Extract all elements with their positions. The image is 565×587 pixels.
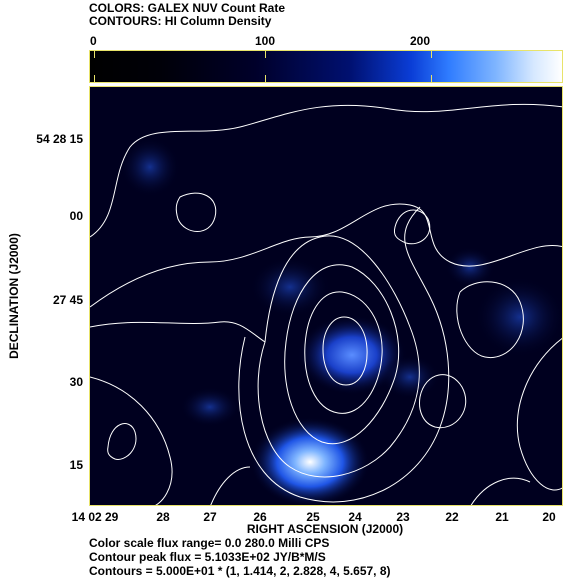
contours-caption: CONTOURS: HI Column Density xyxy=(89,14,272,28)
colorbar xyxy=(89,50,563,83)
contour-peak-note: Contour peak flux = 5.1033E+02 JY/B*M/S xyxy=(89,550,326,564)
x-tick-label: 21 xyxy=(495,510,509,524)
x-tick-label: 20 xyxy=(542,510,556,524)
y-axis-title: DECLINATION (J2000) xyxy=(7,233,21,359)
nuv-emission xyxy=(120,137,562,505)
y-tick-label: 30 xyxy=(69,375,83,389)
y-tick-label: 27 45 xyxy=(52,293,83,307)
x-tick-label: 27 xyxy=(203,510,217,524)
x-tick-label: 23 xyxy=(396,510,410,524)
x-tick-label: 24 xyxy=(348,510,362,524)
x-tick-label: 28 xyxy=(156,510,170,524)
y-tick-label: 15 xyxy=(69,458,83,472)
colorbar-tick-0: 0 xyxy=(90,34,97,48)
y-tick-label: 00 xyxy=(69,209,83,223)
contour-levels-note: Contours = 5.000E+01 * (1, 1.414, 2, 2.8… xyxy=(89,564,391,578)
hi-contours xyxy=(90,103,562,505)
colorscale-range-note: Color scale flux range= 0.0 280.0 Milli … xyxy=(89,536,330,550)
x-axis-title: RIGHT ASCENSION (J2000) xyxy=(246,522,404,536)
colorbar-tick-100: 100 xyxy=(255,34,276,48)
colors-caption: COLORS: GALEX NUV Count Rate xyxy=(89,1,286,15)
image-plot xyxy=(89,86,563,506)
x-tick-label: 14 02 29 xyxy=(71,510,119,524)
x-tick-label: 26 xyxy=(253,510,267,524)
plot-canvas xyxy=(90,103,562,505)
y-tick-label: 54 28 15 xyxy=(36,132,83,146)
colorbar-tick-200: 200 xyxy=(410,34,431,48)
x-tick-label: 25 xyxy=(306,510,320,524)
x-tick-label: 22 xyxy=(445,510,459,524)
